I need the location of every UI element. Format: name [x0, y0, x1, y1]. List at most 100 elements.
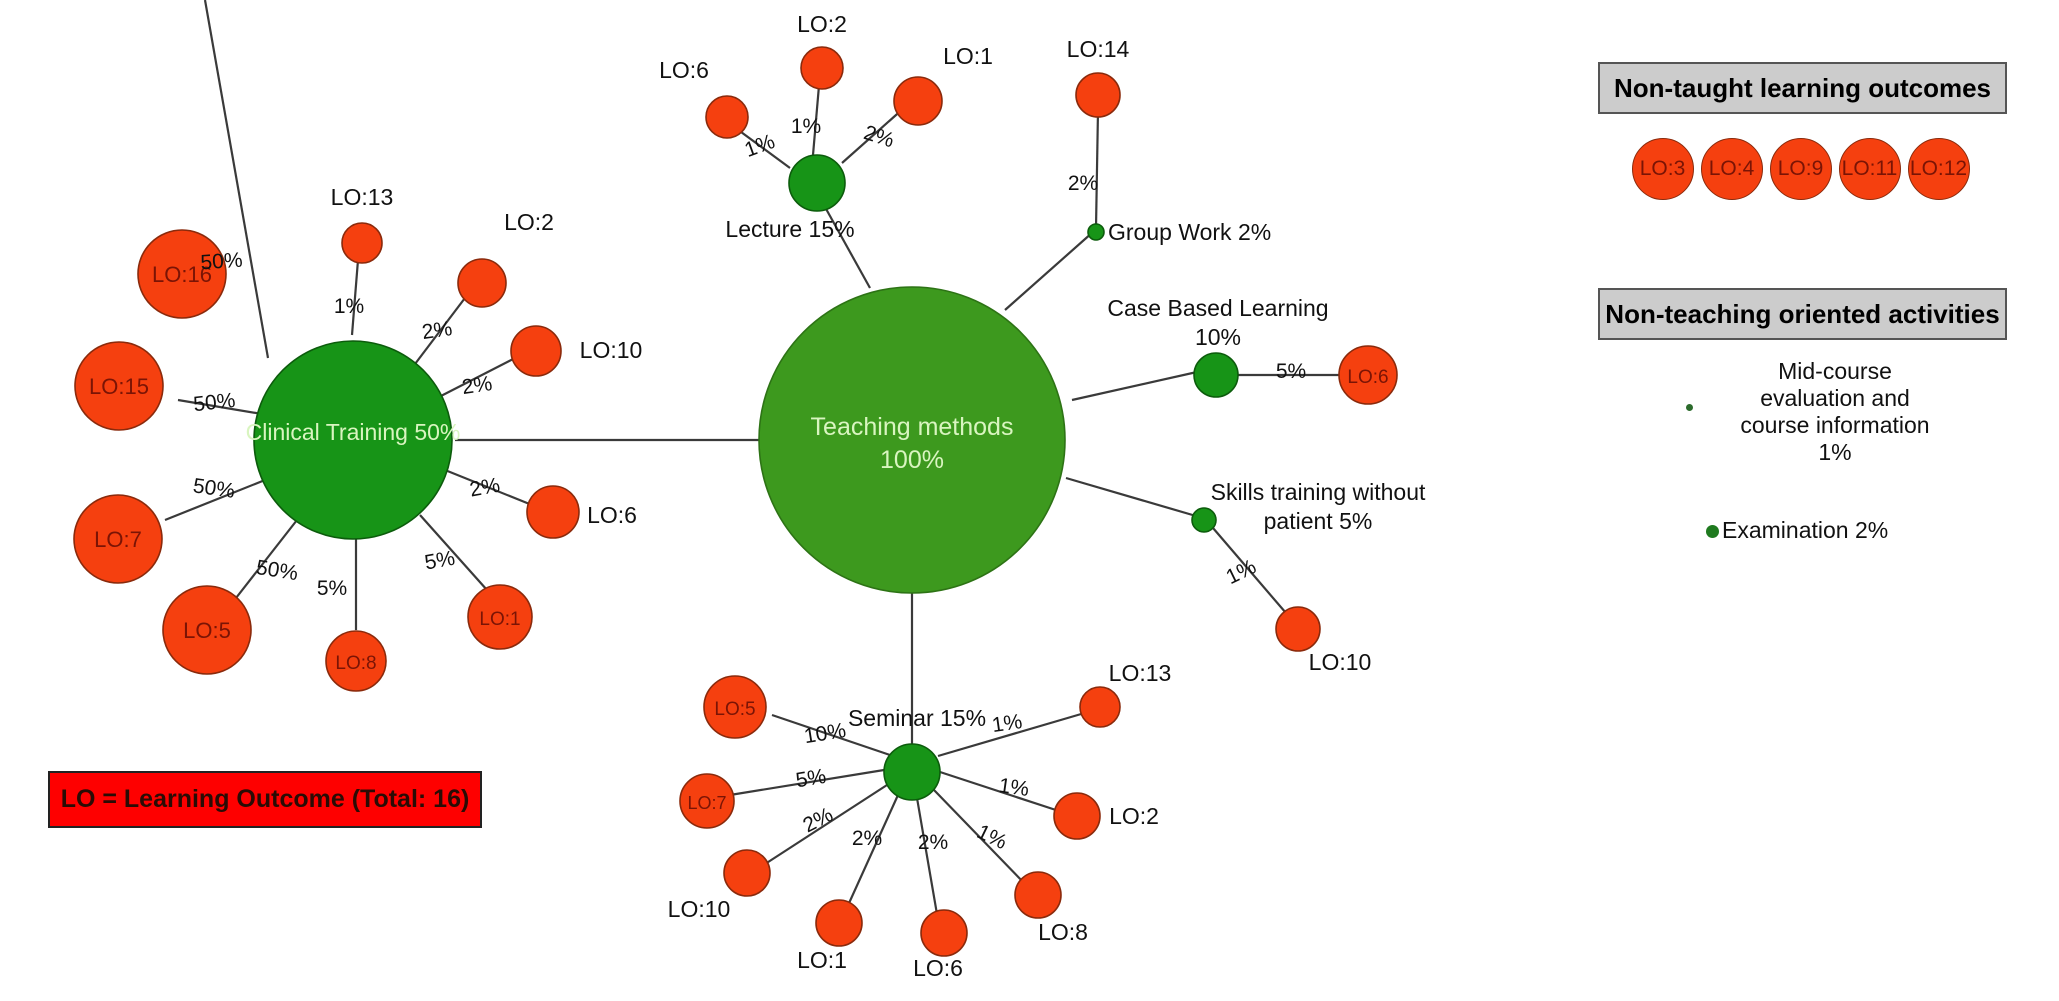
lo-node-seminar-lo2[interactable]: [1053, 792, 1101, 840]
non-taught-lo-list: LO:3 LO:4 LO:9 LO:11 LO:12: [1598, 138, 2003, 200]
midcourse-line4: 1%: [1818, 439, 1852, 465]
edge-lecture-lo1: [841, 106, 906, 164]
examination-label: Examination 2%: [1722, 517, 1889, 543]
lo-node-clinical-lo16[interactable]: LO:16: [137, 229, 227, 319]
lo-outside-label-clinical-lo6: LO:6: [587, 502, 637, 528]
lo-node-lecture-lo1[interactable]: [893, 76, 943, 126]
lo-outside-label-clinical-lo2: LO:2: [504, 209, 554, 235]
edge-skills-lo10: [1212, 527, 1293, 621]
edge-seminar-lo1: [843, 794, 900, 913]
examination-bullet-icon: [1706, 525, 1719, 538]
edge-root-groupwork: [1004, 231, 1094, 311]
edge-label-clinical-lo2: 2%: [420, 317, 453, 344]
edge-groupwork-lo14: [1094, 109, 1100, 229]
lo-label: LO:8: [335, 653, 376, 674]
edge-seminar-lo8: [933, 789, 1027, 886]
node-case-based-learning[interactable]: [1193, 352, 1239, 398]
lo-node-clinical-lo8[interactable]: LO:8: [325, 630, 387, 692]
panel-non-taught-title-text: Non-taught learning outcomes: [1614, 72, 1991, 103]
node-lecture[interactable]: [788, 154, 846, 212]
lo-node-groupwork-lo14[interactable]: [1075, 72, 1121, 118]
lo-outside-label-seminar-lo13: LO:13: [1109, 660, 1172, 686]
node-teaching-methods[interactable]: Teaching methods 100%: [758, 286, 1066, 594]
lo-label: LO:15: [89, 374, 149, 399]
lo-outside-label-clinical-lo10: LO:10: [580, 337, 643, 363]
edge-seminar-lo7: [729, 768, 885, 797]
edge-clinical-lo16: [203, 0, 270, 359]
edge-label-seminar-lo10: 2%: [799, 803, 836, 837]
lo-outside-label-lecture-lo1: LO:1: [943, 43, 993, 69]
non-taught-lo-chip[interactable]: LO:12: [1907, 138, 1970, 200]
lo-outside-label-seminar-lo8: LO:8: [1038, 919, 1088, 945]
lo-node-seminar-lo6[interactable]: [920, 909, 968, 957]
seminar-label: Seminar 15%: [848, 705, 986, 731]
lo-node-clinical-lo7[interactable]: LO:7: [73, 494, 163, 584]
lo-node-clinical-lo1[interactable]: LO:1: [467, 584, 533, 650]
node-clinical-training[interactable]: Clinical Training 50%: [246, 340, 461, 540]
lo-node-seminar-lo5[interactable]: LO:5: [703, 675, 767, 739]
non-taught-lo-chip[interactable]: LO:9: [1769, 138, 1832, 200]
edge-clinical-lo13: [350, 259, 360, 336]
edge-clinical-lo6: [439, 466, 533, 507]
edge-label-seminar-lo2: 1%: [997, 774, 1030, 801]
lo-node-clinical-lo10[interactable]: [510, 325, 562, 377]
node-skills-training[interactable]: [1191, 507, 1217, 533]
lo-node-lecture-lo2[interactable]: [800, 46, 844, 90]
edge-root-skills: [1065, 476, 1197, 518]
edge-clinical-lo10: [436, 354, 522, 399]
lo-node-clinical-lo15[interactable]: LO:15: [74, 341, 164, 431]
edge-label-seminar-lo8: 1%: [973, 820, 1010, 854]
lo-outside-label-seminar-lo10: LO:10: [668, 896, 731, 922]
lo-node-clinical-lo2[interactable]: [457, 258, 507, 308]
edge-label-clinical-lo16: 50%: [200, 249, 244, 275]
edge-label-clinical-lo15: 50%: [192, 389, 236, 416]
cbl-label-line1: Case Based Learning: [1107, 295, 1328, 321]
edge-label-lecture-lo1: 2%: [861, 121, 897, 152]
non-taught-lo-chip[interactable]: LO:11: [1838, 138, 1901, 200]
non-taught-lo-chip[interactable]: LO:3: [1631, 138, 1694, 200]
lo-outside-label-seminar-lo2: LO:2: [1109, 803, 1159, 829]
node-seminar[interactable]: [883, 743, 941, 801]
lo-node-seminar-lo10[interactable]: [723, 849, 771, 897]
lo-node-clinical-lo5[interactable]: LO:5: [162, 585, 252, 675]
edge-label-groupwork-lo14: 2%: [1068, 172, 1098, 195]
lo-legend-text: LO = Learning Outcome (Total: 16): [60, 785, 470, 813]
lo-node-seminar-lo1[interactable]: [815, 899, 863, 947]
lo-node-clinical-lo6[interactable]: [526, 485, 580, 539]
lo-outside-label-groupwork-lo14: LO:14: [1067, 36, 1130, 62]
lo-node-skills-lo10[interactable]: [1275, 606, 1321, 652]
panel-non-teaching-title-text: Non-teaching oriented activities: [1605, 298, 2000, 329]
lo-node-clinical-lo13[interactable]: [341, 222, 383, 264]
panel-non-teaching-title: Non-teaching oriented activities: [1598, 288, 2007, 340]
node-group-work[interactable]: [1087, 223, 1105, 241]
edge-seminar-lo6: [915, 797, 940, 921]
lo-chip-label: LO:11: [1841, 157, 1898, 180]
edge-label-clinical-lo6: 2%: [468, 474, 502, 502]
lo-chip-label: LO:12: [1909, 157, 1968, 180]
edge-clinical-lo7: [164, 478, 266, 522]
lo-outside-label-clinical-lo13: LO:13: [331, 184, 394, 210]
midcourse-line2: evaluation and: [1760, 385, 1910, 411]
lo-label: LO:5: [714, 699, 755, 720]
edge-label-seminar-lo7: 5%: [794, 765, 828, 792]
edge-clinical-lo5: [235, 519, 298, 599]
lo-node-cbl-lo6[interactable]: LO:6: [1338, 345, 1398, 405]
midcourse-bullet-icon: [1686, 404, 1693, 411]
edge-seminar-lo2: [939, 770, 1063, 814]
lo-node-seminar-lo7[interactable]: LO:7: [679, 773, 735, 829]
groupwork-label: Group Work 2%: [1108, 219, 1271, 245]
lo-node-seminar-lo13[interactable]: [1079, 686, 1121, 728]
midcourse-line3: course information: [1740, 412, 1930, 438]
non-taught-lo-chip[interactable]: LO:4: [1700, 138, 1763, 200]
clinical-label: Clinical Training 50%: [246, 419, 461, 445]
lo-node-seminar-lo8[interactable]: [1014, 871, 1062, 919]
lo-node-lecture-lo6[interactable]: [705, 95, 749, 139]
lo-label: LO:7: [94, 527, 142, 552]
edge-label-seminar-lo5: 10%: [802, 719, 847, 748]
edge-label-lecture-lo2: 1%: [791, 115, 821, 138]
root-label-line1: Teaching methods: [811, 413, 1014, 441]
lo-outside-label-seminar-lo1: LO:1: [797, 947, 847, 973]
lo-legend-box: LO = Learning Outcome (Total: 16): [48, 771, 482, 828]
